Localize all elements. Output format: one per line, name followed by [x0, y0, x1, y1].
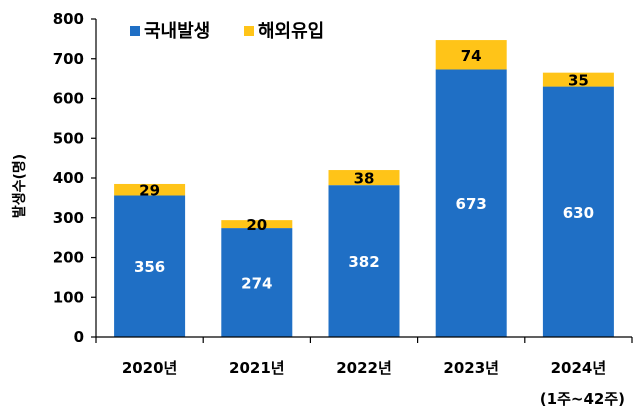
- bar-imported: [435, 40, 507, 70]
- data-label-domestic: 382: [348, 253, 379, 271]
- x-axis: 2020년 2021년 2022년 2023년 2024년 (1주~42주): [95, 336, 633, 408]
- legend-swatch-imported: [244, 26, 254, 36]
- data-label-imported: 74: [461, 47, 482, 65]
- y-tick-label: 600: [53, 90, 84, 108]
- bar-imported: [114, 183, 186, 196]
- data-label-domestic: 356: [134, 258, 165, 276]
- legend-swatch-domestic: [130, 26, 140, 36]
- bar-imported: [542, 72, 614, 87]
- x-tick-label: 2022년: [336, 359, 392, 377]
- y-axis: 0 100 200 300 400 500 600 700 800: [53, 10, 97, 346]
- bar-domestic: [114, 195, 186, 337]
- y-axis-title: 발생수(명): [11, 154, 28, 218]
- data-label-domestic: 630: [563, 204, 594, 222]
- y-tick-label: 700: [53, 50, 84, 68]
- bar-domestic: [435, 69, 507, 338]
- y-tick-label: 300: [53, 209, 84, 227]
- y-tick-label: 100: [53, 288, 84, 306]
- x-tick-label: 2023년: [443, 359, 499, 377]
- data-label-imported: 35: [568, 72, 589, 90]
- x-tick-label: 2024년: [551, 359, 607, 377]
- legend-label-domestic: 국내발생: [144, 21, 210, 42]
- data-label-imported: 29: [139, 182, 160, 200]
- data-label-domestic: 274: [241, 275, 272, 293]
- bar-domestic: [542, 86, 614, 337]
- y-tick-label: 0: [74, 328, 84, 346]
- bar-domestic: [328, 185, 400, 337]
- x-tick-label: 2020년: [122, 359, 178, 377]
- y-tick-label: 500: [53, 129, 84, 147]
- data-label-imported: 38: [354, 170, 375, 188]
- bar-domestic: [221, 228, 293, 337]
- y-tick-label: 200: [53, 249, 84, 267]
- legend-label-imported: 해외유입: [258, 20, 324, 42]
- y-tick-label: 400: [53, 169, 84, 187]
- x-tick-label: 2021년: [229, 359, 285, 377]
- bar-imported: [328, 170, 400, 186]
- data-label-imported: 20: [246, 216, 267, 234]
- x-tick-note: (1주~42주): [540, 390, 625, 408]
- bar-imported: [221, 220, 293, 229]
- y-tick-label: 800: [53, 10, 84, 28]
- legend: 국내발생 해외유입: [130, 20, 324, 42]
- data-label-domestic: 673: [456, 195, 487, 213]
- bars: 356 29 274 20 382 38 673 74 630 35: [114, 40, 614, 338]
